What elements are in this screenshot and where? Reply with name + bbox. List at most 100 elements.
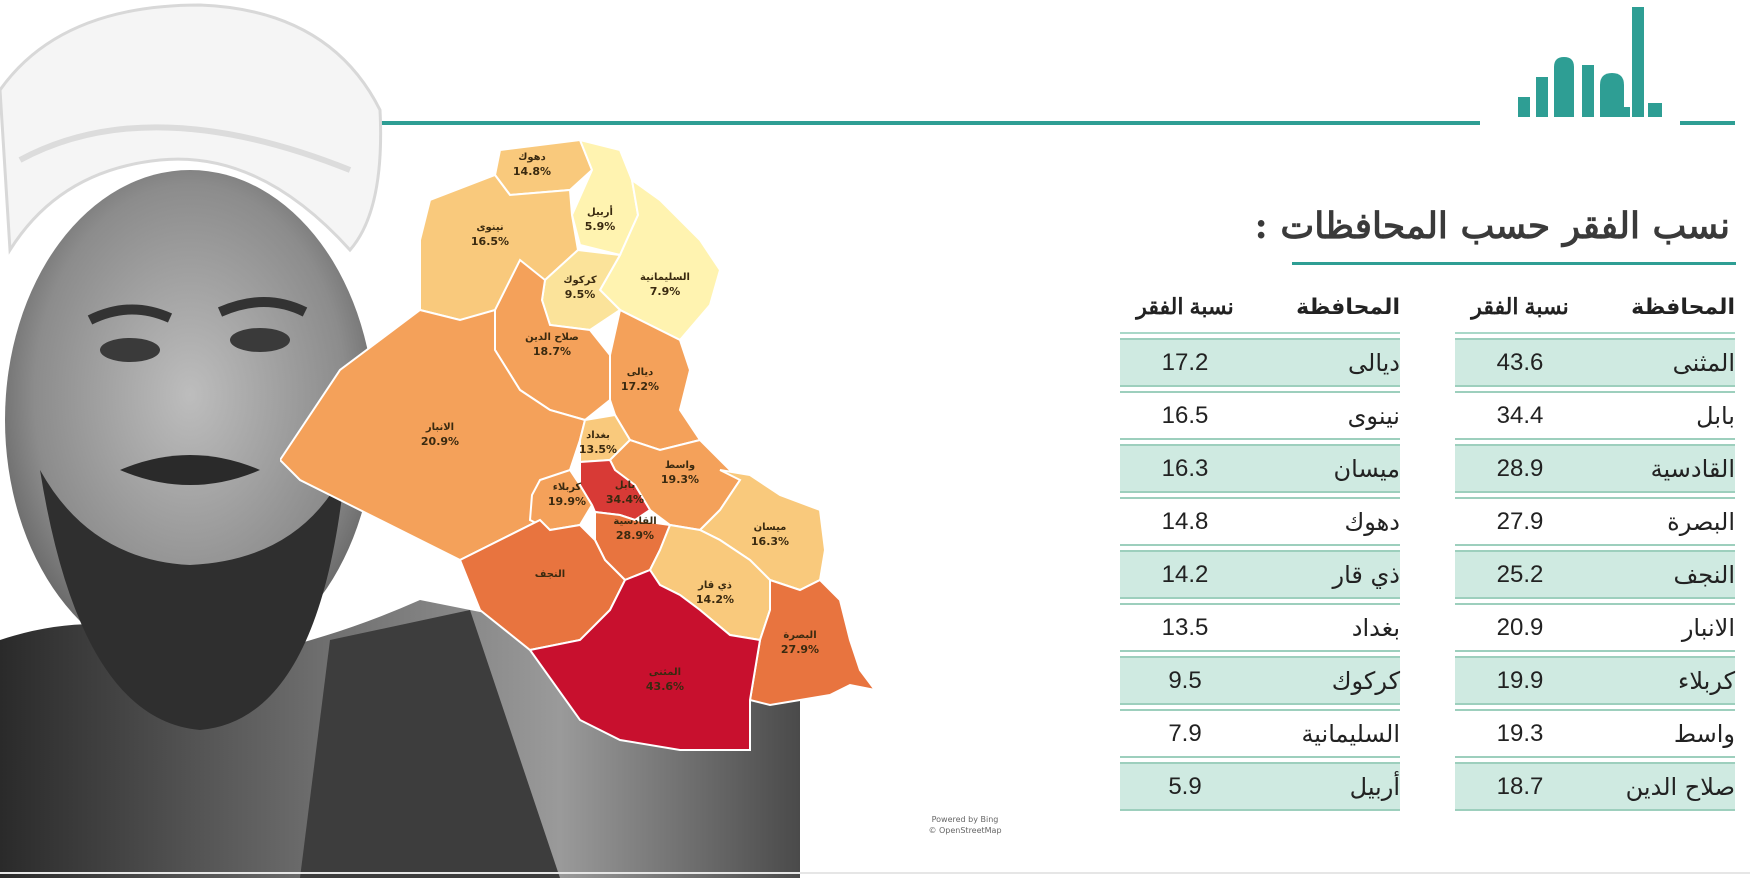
table-header: المحافظة نسبة الفقر [1120,282,1400,334]
table-row: السليمانية 7.9 [1120,709,1400,758]
row-province: كربلاء [1678,666,1735,695]
inner-robe [300,610,560,878]
map-region-name: بابل [615,480,635,491]
row-province: الانبار [1681,613,1735,642]
map-region-value: 13.5% [579,443,617,456]
right-eye [230,328,290,352]
turban-fold [18,124,352,173]
row-value: 34.4 [1496,401,1544,429]
row-province: كركوك [1331,666,1400,695]
map-region-name: ميسان [754,522,787,533]
header-value: نسبة الفقر [1136,294,1234,319]
table-row: الانبار 20.9 [1455,603,1735,652]
table-row: ديالى 17.2 [1120,338,1400,387]
header-province: المحافظة [1296,294,1400,320]
table-row: بابل 34.4 [1455,391,1735,440]
map-region-value: 18.7% [533,345,571,358]
map-region-name: صلاح الدين [525,332,579,343]
table-row: النجف 25.2 [1455,550,1735,599]
map-region-value: 27.9% [781,643,819,656]
map-attribution: Powered by Bing © OpenStreetMap [910,814,1020,836]
header-province: المحافظة [1631,294,1735,320]
map-region-name: القادسية [613,516,656,527]
map-region-value: 20.9% [421,435,459,448]
map-region-value: 17.2% [621,380,659,393]
row-province: السليمانية [1301,719,1400,748]
map-region-name: النجف [535,569,565,580]
row-value: 7.9 [1168,719,1202,747]
table-row: المثنى 43.6 [1455,338,1735,387]
eyebrow-right [217,297,308,317]
row-value: 43.6 [1496,348,1544,376]
row-value: 27.9 [1496,507,1544,535]
map-region-name: كربلاء [553,482,582,493]
table-row: دهوك 14.8 [1120,497,1400,546]
map-region-name: بغداد [586,430,610,441]
row-province: النجف [1673,560,1735,589]
row-value: 16.3 [1161,454,1209,482]
map-region-value: 28.9% [616,529,654,542]
row-province: ذي قار [1332,560,1400,589]
map-region [528,568,762,751]
row-value: 19.9 [1496,666,1544,694]
row-province: ديالى [1348,348,1400,377]
row-province: واسط [1673,719,1735,748]
map-region-value: 7.9% [650,285,681,298]
row-value: 5.9 [1168,772,1202,800]
row-province: دهوك [1344,507,1400,536]
table-row: أربيل 5.9 [1120,762,1400,811]
table-row: كربلاء 19.9 [1455,656,1735,705]
row-province: بغداد [1351,613,1400,642]
attribution-bing: Powered by Bing [931,815,999,824]
map-region-value: 43.6% [646,680,684,693]
poverty-choropleth-map: دهوك 14.8% أربيل 5.9% نينوى 16.5% السليمانية 7.… [280,140,878,751]
brand-logo-icon [1518,7,1662,117]
poverty-table-right: المحافظة نسبة الفقر المثنى 43.6 بابل 34.4 ال… [1455,282,1735,811]
row-value: 18.7 [1496,772,1544,800]
row-province: ميسان [1333,454,1400,483]
row-value: 17.2 [1161,348,1209,376]
map-region [280,308,587,562]
row-province: بابل [1696,401,1735,430]
row-value: 9.5 [1168,666,1202,694]
map-region-value: 14.8% [513,165,551,178]
table-row: القادسية 28.9 [1455,444,1735,493]
mustache-shape [120,455,260,485]
map-region-name: الانبار [425,422,454,433]
header-divider-line [380,121,1480,125]
map-region-name: دهوك [518,152,546,163]
row-value: 25.2 [1496,560,1544,588]
row-value: 13.5 [1161,613,1209,641]
map-region-value: 34.4% [606,493,644,506]
row-province: البصرة [1667,507,1735,536]
table-row: كركوك 9.5 [1120,656,1400,705]
table-row: صلاح الدين 18.7 [1455,762,1735,811]
table-header: المحافظة نسبة الفقر [1455,282,1735,334]
header-divider-line-right [1680,121,1735,125]
poverty-table-left: المحافظة نسبة الفقر ديالى 17.2 نينوى 16.5 مي… [1120,282,1400,811]
row-value: 14.2 [1161,560,1209,588]
table-row: ميسان 16.3 [1120,444,1400,493]
eyebrow-left [87,304,173,325]
map-region-value: 14.2% [696,593,734,606]
table-row: واسط 19.3 [1455,709,1735,758]
map-region-value: 19.9% [548,495,586,508]
map-region-name: أربيل [587,205,613,218]
row-province: المثنى [1672,348,1735,377]
map-region-value: 16.3% [751,535,789,548]
map-region-value: 9.5% [565,288,596,301]
row-value: 28.9 [1496,454,1544,482]
table-row: نينوى 16.5 [1120,391,1400,440]
left-eye [100,338,160,362]
portrait-photo [0,3,800,878]
table-row: بغداد 13.5 [1120,603,1400,652]
map-region-value: 5.9% [585,220,616,233]
header-value: نسبة الفقر [1471,294,1569,319]
page-title: نسب الفقر حسب المحافظات : [1254,205,1730,247]
map-region-name: نينوى [476,222,503,233]
row-value: 14.8 [1161,507,1209,535]
attribution-osm: © OpenStreetMap [928,826,1002,835]
map-region-name: واسط [665,460,695,471]
row-province: القادسية [1650,454,1735,483]
bottom-divider [0,872,1750,874]
